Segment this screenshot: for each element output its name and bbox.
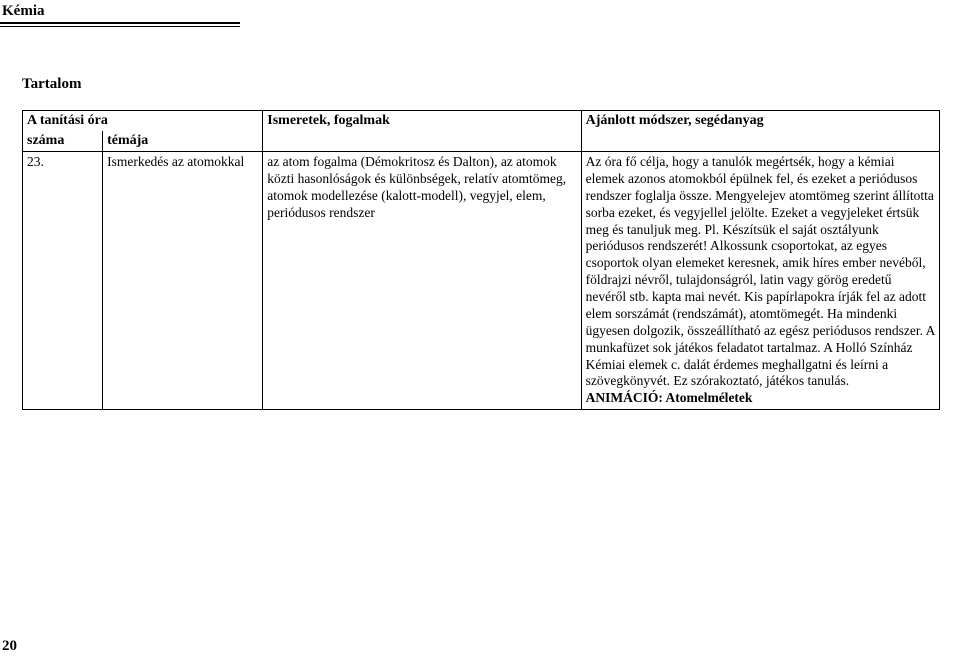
cell-szama: 23. <box>23 152 103 410</box>
col-header-ajanlott: Ajánlott módszer, segédanyag <box>581 111 939 152</box>
col-header-group-tanitas-ora: A tanítási óra <box>23 111 263 132</box>
page-number: 20 <box>2 638 17 655</box>
ajanlott-main-text: Az óra fő célja, hogy a tanulók megértsé… <box>586 154 935 388</box>
curriculum-table: A tanítási óra Ismeretek, fogalmak Ajánl… <box>22 110 940 410</box>
ajanlott-animation-label: ANIMÁCIÓ: Atomelméletek <box>586 390 753 405</box>
header-rule-thin <box>0 26 240 27</box>
page-root: Kémia Tartalom A tanítási óra Ismeretek,… <box>0 0 960 659</box>
col-header-szama: száma <box>23 131 103 152</box>
table-row: 23. Ismerkedés az atomokkal az atom foga… <box>23 152 940 410</box>
section-heading: Tartalom <box>22 76 81 93</box>
col-header-temaja: témája <box>103 131 263 152</box>
table-header: A tanítási óra Ismeretek, fogalmak Ajánl… <box>23 111 940 152</box>
header-rule-thick <box>0 22 240 24</box>
col-header-ismeretek: Ismeretek, fogalmak <box>263 111 581 152</box>
subject-title: Kémia <box>2 3 45 20</box>
cell-ismeretek: az atom fogalma (Démokritosz és Dalton),… <box>263 152 581 410</box>
cell-ajanlott: Az óra fő célja, hogy a tanulók megértsé… <box>581 152 939 410</box>
cell-temaja: Ismerkedés az atomokkal <box>103 152 263 410</box>
